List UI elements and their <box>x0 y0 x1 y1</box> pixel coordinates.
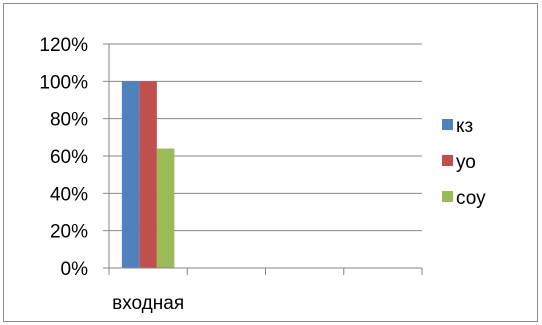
bar-кз <box>121 81 140 268</box>
y-tick-label: 20% <box>50 222 88 243</box>
legend-label-кз: кз <box>456 116 473 137</box>
bar-соу <box>156 148 175 268</box>
y-tick-label: 60% <box>50 147 88 168</box>
y-tick-label: 100% <box>39 72 88 93</box>
chart-frame: 0% 20% 40% 60% 80% 100% 120% входная кз уо соу <box>3 3 538 322</box>
bar-chart: 0% 20% 40% 60% 80% 100% 120% входная кз уо соу <box>39 35 486 314</box>
legend-swatch-кз <box>442 119 453 130</box>
y-axis-ticks: 0% 20% 40% 60% 80% 100% 120% <box>39 35 88 280</box>
axes <box>103 43 423 275</box>
legend-swatch-соу <box>442 191 453 202</box>
y-tick-label: 40% <box>50 184 88 205</box>
legend-label-соу: соу <box>456 188 486 209</box>
legend: кз уо соу <box>442 116 486 209</box>
legend-label-уо: уо <box>456 152 476 173</box>
y-tick-label: 120% <box>39 35 88 56</box>
bar-уо <box>139 81 157 268</box>
y-tick-label: 0% <box>61 259 89 280</box>
bars <box>121 81 175 268</box>
y-tick-label: 80% <box>50 110 88 131</box>
x-tick-label: входная <box>112 293 184 314</box>
legend-swatch-уо <box>442 155 453 166</box>
x-axis-ticks: входная <box>112 293 184 314</box>
